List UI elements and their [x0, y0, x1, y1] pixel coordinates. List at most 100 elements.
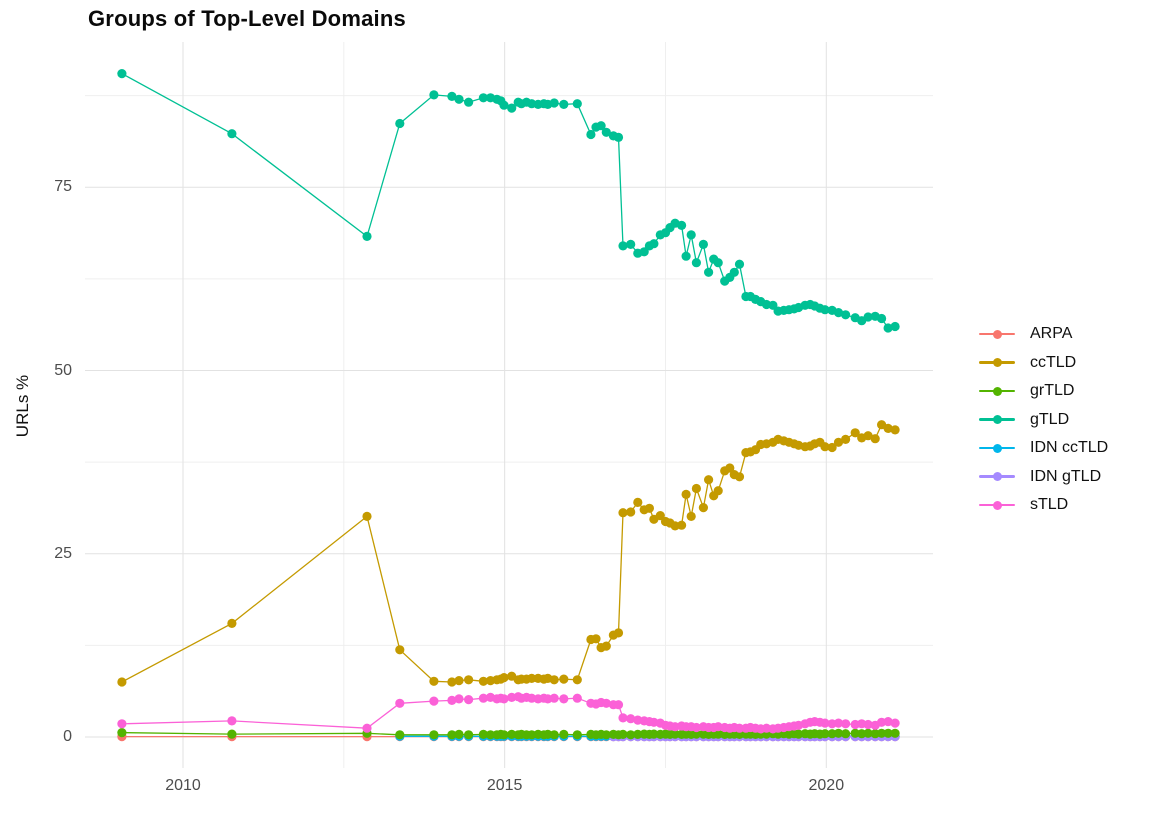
data-point-ccTLD [870, 434, 880, 444]
data-point-grTLD [691, 729, 702, 739]
data-point-ccTLD [833, 437, 844, 447]
legend-label: gTLD [1030, 410, 1070, 428]
data-point-ccTLD [499, 673, 509, 683]
legend-dot-icon [992, 415, 1002, 425]
data-point-grTLD [841, 729, 851, 739]
y-tick-label: 50 [54, 361, 72, 379]
legend-label: ARPA [1030, 325, 1073, 343]
legend-label: IDN gTLD [1030, 467, 1102, 485]
data-point-ccTLD [572, 675, 582, 685]
data-point-ccTLD [633, 497, 643, 507]
legend-dot-icon [992, 329, 1002, 339]
data-point-gTLD [734, 259, 745, 269]
data-point-gTLD [649, 239, 659, 249]
data-point-ccTLD [613, 628, 624, 638]
data-point-sTLD [549, 693, 559, 703]
data-point-gTLD [704, 267, 714, 277]
legend-dot-icon [992, 500, 1002, 510]
data-point-gTLD [586, 129, 596, 140]
data-point-grTLD [447, 730, 457, 740]
data-point-ccTLD [447, 677, 457, 687]
data-point-sTLD [447, 695, 457, 706]
data-point-sTLD [559, 694, 569, 704]
legend-item-gTLD: gTLD [979, 406, 1108, 435]
data-point-gTLD [691, 258, 702, 268]
y-tick-label: 0 [63, 728, 72, 745]
data-point-ccTLD [820, 442, 830, 452]
data-point-gTLD [841, 310, 851, 320]
data-point-grTLD [618, 729, 628, 740]
data-point-ccTLD [549, 675, 559, 685]
legend-label: IDN ccTLD [1030, 439, 1109, 457]
legend-dot-icon [992, 443, 1002, 453]
data-point-ccTLD [841, 434, 851, 444]
data-point-gTLD [681, 251, 691, 261]
data-point-ccTLD [890, 425, 900, 435]
y-tick-label: 25 [54, 544, 72, 562]
x-tick-label: 2020 [808, 777, 845, 794]
data-point-sTLD [833, 718, 844, 728]
data-point-gTLD [596, 121, 606, 131]
data-point-ccTLD [395, 645, 405, 655]
data-point-gTLD [549, 98, 559, 108]
legend-dot-icon [992, 472, 1002, 482]
data-point-grTLD [549, 730, 559, 740]
legend-item-sTLD: sTLD [979, 491, 1108, 520]
series-line-gTLD [121, 73, 896, 329]
data-point-sTLD [117, 719, 127, 729]
data-point-gTLD [499, 100, 509, 110]
legend-item-ccTLD: ccTLD [979, 349, 1108, 378]
data-point-gTLD [890, 321, 900, 332]
data-point-sTLD [499, 694, 509, 704]
data-point-sTLD [478, 693, 488, 703]
data-point-gTLD [833, 308, 844, 318]
data-point-gTLD [626, 239, 636, 249]
data-point-gTLD [478, 93, 488, 103]
legend-item-ARPA: ARPA [979, 320, 1108, 349]
data-point-ccTLD [681, 489, 691, 499]
data-point-grTLD [850, 728, 860, 738]
legend-item-IDN-ccTLD: IDN ccTLD [979, 434, 1108, 463]
data-point-grTLD [863, 728, 873, 738]
data-point-grTLD [454, 729, 464, 740]
data-point-grTLD [833, 728, 844, 738]
data-point-ccTLD [454, 676, 464, 686]
data-point-gTLD [362, 231, 372, 241]
chart-title: Groups of Top-Level Domains [88, 6, 406, 31]
data-point-ccTLD [734, 472, 745, 482]
data-point-grTLD [507, 729, 517, 740]
data-point-ccTLD [601, 641, 611, 651]
data-point-sTLD [395, 698, 405, 708]
data-point-sTLD [734, 723, 745, 733]
legend-item-IDN-gTLD: IDN gTLD [979, 463, 1108, 492]
data-point-gTLD [601, 127, 611, 137]
data-point-ccTLD [863, 431, 873, 441]
x-tick-label: 2010 [165, 777, 201, 794]
legend-label: ccTLD [1030, 353, 1077, 371]
data-point-grTLD [478, 729, 488, 740]
data-point-ccTLD [429, 676, 439, 686]
data-point-grTLD [626, 730, 636, 740]
data-point-ccTLD [883, 423, 893, 433]
data-point-ccTLD [644, 503, 655, 513]
data-point-gTLD [820, 305, 830, 315]
legend-key-icon [979, 325, 1015, 343]
data-point-gTLD [677, 220, 687, 230]
data-point-ccTLD [559, 674, 569, 684]
data-point-ccTLD [827, 442, 837, 453]
data-point-ccTLD [227, 618, 237, 629]
data-point-gTLD [883, 323, 893, 333]
data-point-ccTLD [725, 463, 735, 473]
data-point-gTLD [639, 247, 649, 257]
data-point-gTLD [713, 258, 723, 268]
data-point-ccTLD [655, 510, 665, 521]
data-point-sTLD [572, 693, 582, 703]
data-point-grTLD [890, 728, 900, 738]
data-point-sTLD [227, 716, 237, 726]
data-point-ccTLD [850, 428, 860, 438]
legend-item-grTLD: grTLD [979, 377, 1108, 406]
data-point-gTLD [572, 99, 582, 109]
data-point-ccTLD [464, 675, 474, 685]
data-point-sTLD [613, 700, 624, 710]
data-point-sTLD [820, 718, 830, 728]
